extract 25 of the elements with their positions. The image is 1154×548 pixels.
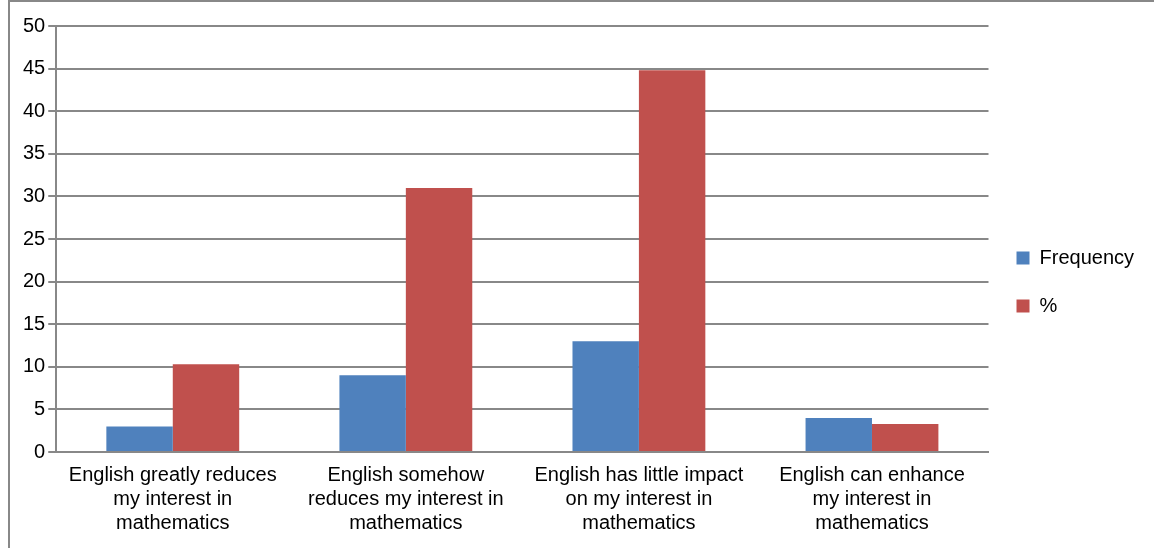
legend-label: Frequency [1039,245,1135,268]
bar [106,426,173,451]
y-tick-label: 10 [23,354,46,377]
bar [871,423,939,451]
y-tick-label: 15 [23,311,46,334]
y-tick-label: 25 [23,226,46,249]
y-tick-label: 30 [23,183,46,206]
y-tick-label: 20 [23,269,46,292]
x-tick-label: English somehow reduces my interest in mathematics [308,462,504,533]
y-tick-label: 40 [23,98,46,121]
x-tick-label: English greatly reduces my interest in mathematics [68,462,277,533]
y-tick-label: 0 [34,439,46,462]
x-tick-label: English can enhance my interest in mathematics [779,462,965,533]
legend-label: % [1039,293,1058,316]
y-tick-label: 45 [23,56,46,79]
y-tick-label: 5 [34,396,46,419]
bar [339,375,406,451]
bar [172,364,240,451]
x-tick-label: English has little impact on my interest in mathematics [534,462,744,533]
bar [805,417,872,451]
y-tick-label: 50 [23,13,46,36]
bar [638,70,706,451]
bar [405,187,473,451]
bar [572,341,639,451]
y-tick-label: 35 [23,141,46,164]
